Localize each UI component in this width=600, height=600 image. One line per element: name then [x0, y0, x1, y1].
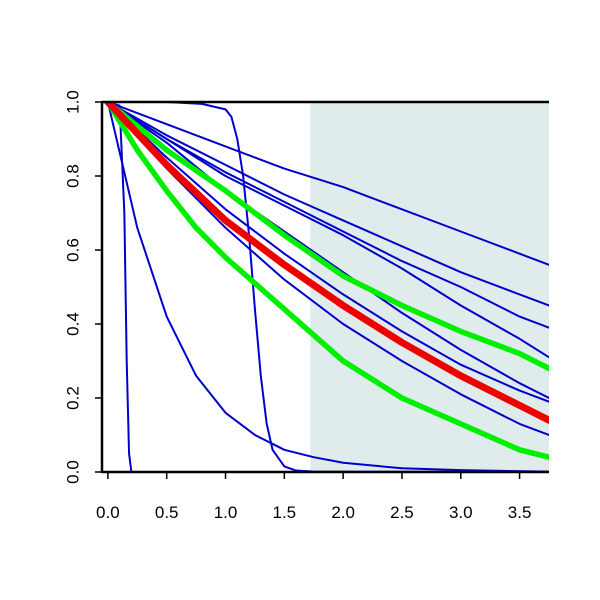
- series-line-11: [105, 102, 549, 460]
- y-tick-label: 1.0: [64, 90, 83, 114]
- y-tick-label: 0.6: [64, 238, 83, 262]
- x-tick-label: 2.5: [390, 503, 414, 522]
- series-line-4: [106, 102, 549, 359]
- x-tick-label: 3.5: [508, 503, 532, 522]
- y-tick-label: 0.4: [64, 312, 83, 336]
- series-layer: [104, 102, 549, 472]
- series-line-12: [105, 102, 549, 372]
- y-tick-label: 0.0: [64, 460, 83, 484]
- series-line-5: [106, 102, 549, 403]
- y-tick-label: 0.8: [64, 164, 83, 188]
- series-line-10: [106, 102, 549, 266]
- series-line-3: [106, 102, 549, 472]
- series-line-2: [106, 102, 549, 472]
- y-tick-label: 0.2: [64, 386, 83, 410]
- x-tick-label: 3.0: [449, 503, 473, 522]
- x-axis-ticks: 0.0 0.5 1.0 1.5 2.0 2.5 3.0 3.5: [96, 472, 531, 522]
- y-axis-ticks: 0.0 0.2 0.4 0.6 0.8 1.0: [64, 90, 102, 484]
- series-line-6: [106, 102, 549, 399]
- series-line-13: [104, 102, 549, 424]
- series-line-7: [106, 102, 549, 436]
- x-tick-label: 1.0: [214, 503, 238, 522]
- x-tick-label: 2.0: [331, 503, 355, 522]
- x-tick-label: 0.5: [155, 503, 179, 522]
- x-tick-label: 1.5: [273, 503, 297, 522]
- series-line-8: [106, 102, 549, 329]
- series-line-9: [106, 102, 549, 307]
- x-tick-label: 0.0: [96, 503, 120, 522]
